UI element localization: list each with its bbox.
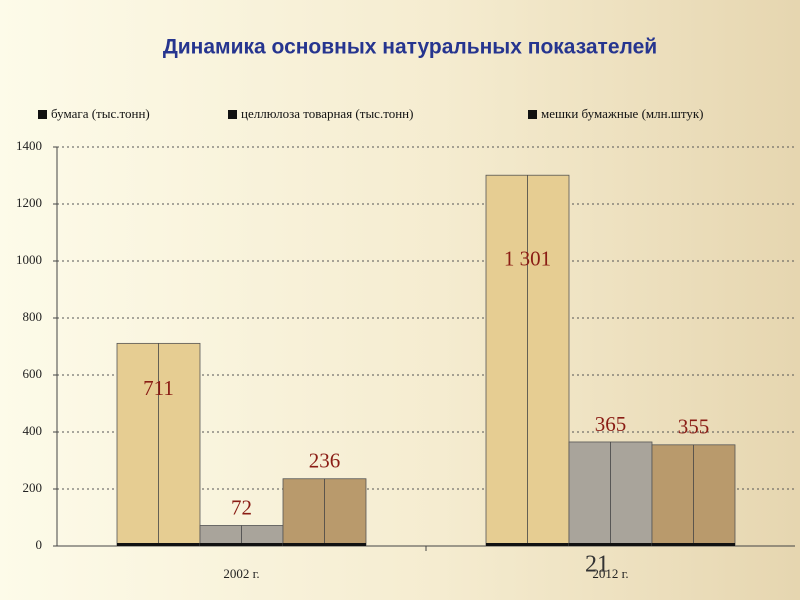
- slide-number: 21: [585, 552, 609, 578]
- legend-marker: [38, 110, 47, 119]
- bar-base: [200, 543, 283, 546]
- y-tick-label: 800: [23, 309, 43, 324]
- legend-marker: [228, 110, 237, 119]
- y-tick-label: 200: [23, 480, 43, 495]
- bar-base: [283, 543, 366, 546]
- value-label: 236: [309, 449, 341, 473]
- bar-base: [486, 543, 569, 546]
- x-tick-label: 2002 г.: [223, 566, 259, 581]
- bar-base: [652, 543, 735, 546]
- value-label: 1 301: [504, 246, 551, 270]
- value-label: 355: [678, 415, 710, 439]
- bar-base: [569, 543, 652, 546]
- x-tick-label: 2012 г.: [592, 566, 628, 581]
- y-tick-label: 0: [36, 537, 43, 552]
- y-tick-label: 1400: [16, 138, 42, 153]
- chart-title: Динамика основных натуральных показателе…: [163, 36, 657, 59]
- y-tick-label: 600: [23, 366, 43, 381]
- value-label: 72: [231, 495, 252, 519]
- bar-base: [117, 543, 200, 546]
- legend-marker: [528, 110, 537, 119]
- y-tick-label: 1200: [16, 195, 42, 210]
- legend-label: бумага (тыс.тонн): [51, 106, 150, 121]
- y-tick-label: 400: [23, 423, 43, 438]
- y-tick-label: 1000: [16, 252, 42, 267]
- value-label: 365: [595, 412, 627, 436]
- legend-label: целлюлоза товарная (тыс.тонн): [241, 106, 413, 121]
- legend-label: мешки бумажные (млн.штук): [541, 106, 704, 121]
- value-label: 711: [143, 376, 174, 400]
